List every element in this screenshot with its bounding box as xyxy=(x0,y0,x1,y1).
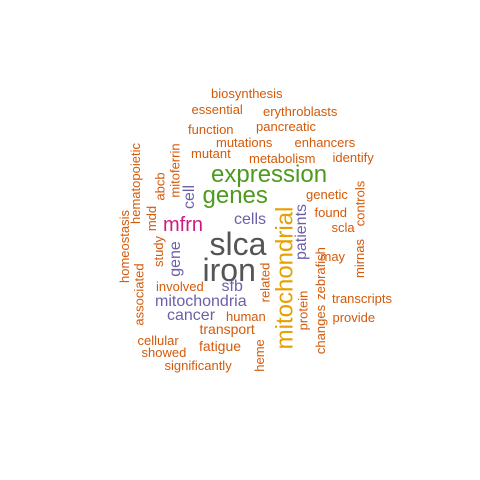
cloud-word-gene: gene xyxy=(166,241,184,277)
cloud-word-controls: controls xyxy=(352,180,368,226)
cloud-word-biosynthesis: biosynthesis xyxy=(211,85,283,101)
cloud-word-cellular: cellular xyxy=(137,332,179,348)
cloud-word-erythroblasts: erythroblasts xyxy=(263,103,338,119)
cloud-word-showed: showed xyxy=(141,344,187,360)
cloud-word-homeostasis: homeostasis xyxy=(116,209,132,283)
cloud-word-genes: genes xyxy=(202,182,268,209)
cloud-word-heme: heme xyxy=(251,338,267,372)
cloud-word-sfb: sfb xyxy=(221,278,243,295)
cloud-word-changes: changes xyxy=(312,304,328,354)
cloud-word-mirnas: mirnas xyxy=(351,238,367,278)
cloud-word-transcripts: transcripts xyxy=(332,290,392,306)
cloud-word-abcb: abcb xyxy=(152,171,168,201)
cloud-word-human: human xyxy=(226,308,266,324)
cloud-word-cells: cells xyxy=(234,211,267,228)
cloud-word-mutations: mutations xyxy=(216,134,273,150)
cloud-word-associated: associated xyxy=(131,262,147,326)
cloud-word-metabolism: metabolism xyxy=(249,150,316,166)
cloud-word-function: function xyxy=(188,121,234,137)
cloud-word-expression: expression xyxy=(211,161,328,188)
cloud-word-mitoferrin: mitoferrin xyxy=(167,142,183,198)
cloud-word-cancer: cancer xyxy=(167,307,216,324)
cloud-word-scla: scla xyxy=(331,219,355,235)
cloud-word-cell: cell xyxy=(181,184,199,210)
cloud-word-mfrn: mfrn xyxy=(163,214,203,236)
cloud-word-protein: protein xyxy=(295,290,311,330)
cloud-word-related: related xyxy=(257,262,273,302)
cloud-word-genetic: genetic xyxy=(306,186,348,202)
cloud-word-patients: patients xyxy=(293,203,311,261)
cloud-word-transport: transport xyxy=(199,321,255,337)
cloud-word-mdd: mdd xyxy=(143,205,159,231)
cloud-word-found: found xyxy=(314,204,348,220)
cloud-word-may: may xyxy=(320,248,346,264)
cloud-word-involved: involved xyxy=(156,278,204,294)
cloud-word-essential: essential xyxy=(191,101,243,117)
cloud-word-pancreatic: pancreatic xyxy=(256,118,316,134)
cloud-word-mutant: mutant xyxy=(191,145,231,161)
cloud-word-enhancers: enhancers xyxy=(294,134,356,150)
cloud-word-fatigue: fatigue xyxy=(199,338,242,354)
cloud-word-study: study xyxy=(150,235,166,267)
cloud-word-iron: iron xyxy=(202,252,256,288)
cloud-word-mitochondria: mitochondria xyxy=(155,293,247,310)
cloud-word-provide: provide xyxy=(332,309,376,325)
cloud-word-identify: identify xyxy=(332,149,374,165)
cloud-word-slca: slca xyxy=(209,226,267,262)
cloud-word-significantly: significantly xyxy=(164,357,232,373)
